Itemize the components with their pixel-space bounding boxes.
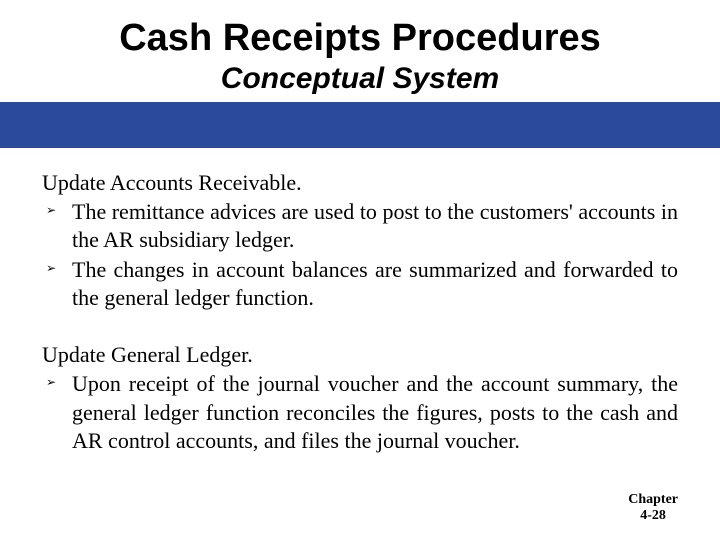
bullet-text: The changes in account balances are summ…: [72, 257, 678, 310]
list-item: ➢ Upon receipt of the journal voucher an…: [72, 370, 678, 454]
bullet-text: Upon receipt of the journal voucher and …: [72, 371, 678, 452]
footer-page-number: 4-28: [628, 508, 678, 524]
title-block: Cash Receipts Procedures Conceptual Syst…: [0, 0, 720, 96]
list-item: ➢ The remittance advices are used to pos…: [72, 198, 678, 254]
slide: Cash Receipts Procedures Conceptual Syst…: [0, 0, 720, 540]
section-heading-gl: Update General Ledger.: [42, 342, 678, 368]
section-heading-ar: Update Accounts Receivable.: [42, 170, 678, 196]
bullet-text: The remittance advices are used to post …: [72, 199, 678, 252]
content-area: Update Accounts Receivable. ➢ The remitt…: [0, 148, 720, 455]
bullet-list-gl: ➢ Upon receipt of the journal voucher an…: [42, 370, 678, 454]
title-band: [0, 102, 720, 148]
slide-title: Cash Receipts Procedures: [0, 18, 720, 60]
bullet-arrow-icon: ➢: [46, 204, 56, 216]
section-gap: [42, 314, 678, 336]
bullet-list-ar: ➢ The remittance advices are used to pos…: [42, 198, 678, 313]
slide-subtitle: Conceptual System: [0, 62, 720, 96]
slide-footer: Chapter 4-28: [628, 492, 678, 524]
footer-chapter-label: Chapter: [628, 492, 678, 508]
bullet-arrow-icon: ➢: [46, 376, 56, 388]
bullet-arrow-icon: ➢: [46, 262, 56, 274]
list-item: ➢ The changes in account balances are su…: [72, 256, 678, 312]
